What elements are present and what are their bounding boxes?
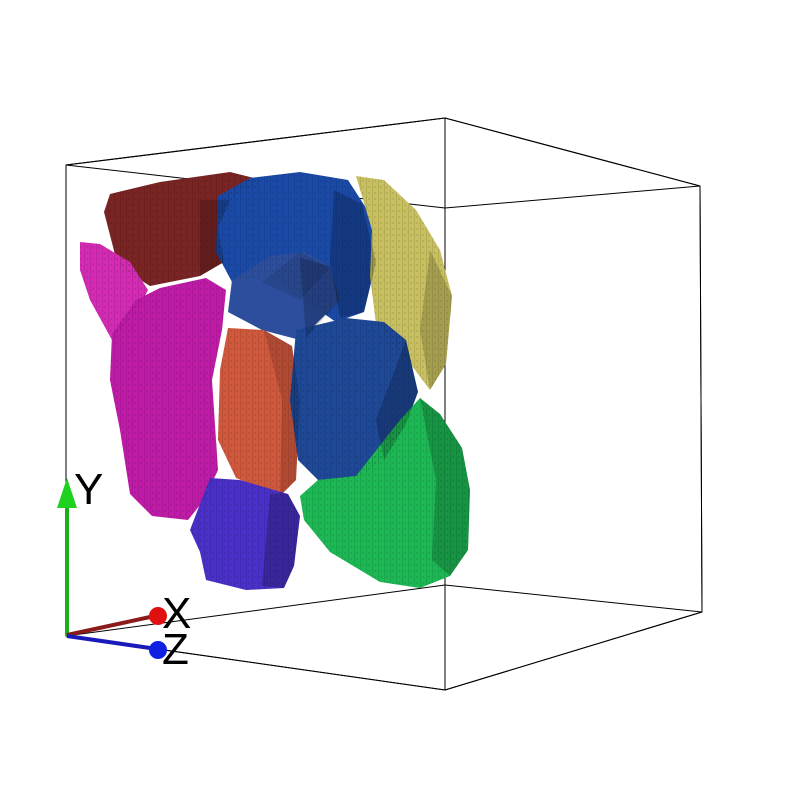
y-axis-arrow-icon [57,478,77,508]
z-axis-line [66,634,151,650]
x-axis-label: X [162,589,191,638]
z-axis-tip-icon [149,641,167,659]
y-axis-label: Y [74,465,103,514]
orientation-axes: Y X Z [57,465,191,674]
voxel-texture [80,172,470,590]
x-axis-tip-icon [149,607,167,625]
z-axis-label: Z [162,625,189,674]
x-axis-line [66,615,151,637]
